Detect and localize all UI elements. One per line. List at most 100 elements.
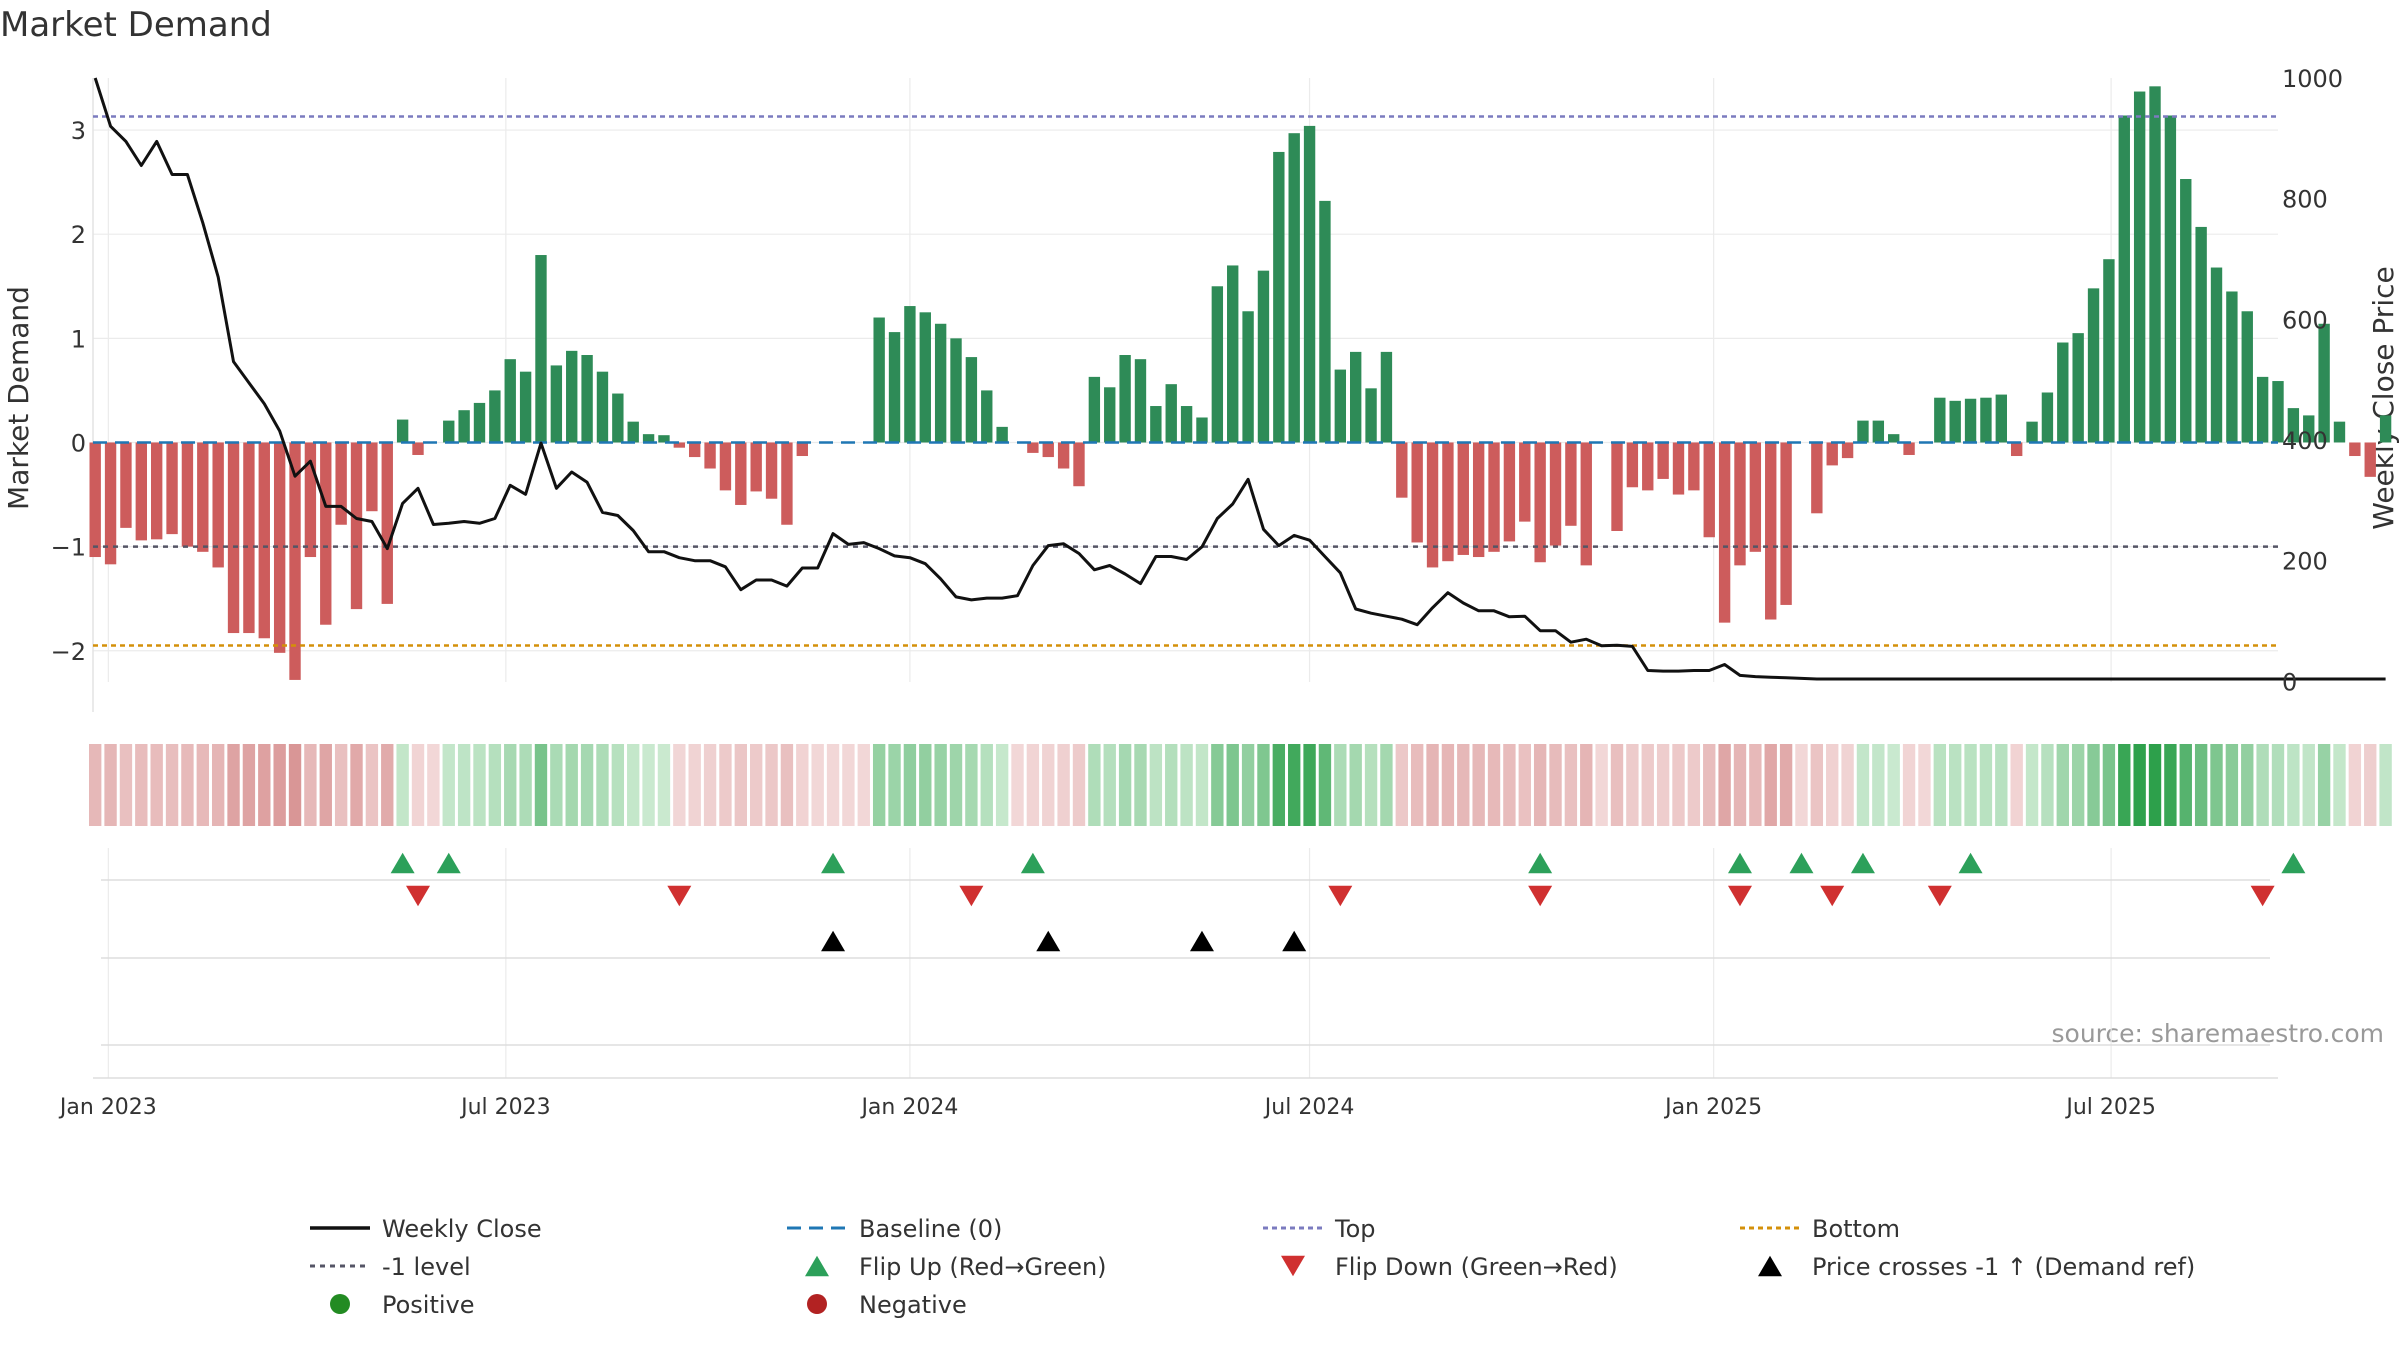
demand-bar-negative (1811, 442, 1823, 514)
demand-bar-positive (2118, 115, 2130, 443)
flip-up-marker (1727, 852, 1752, 874)
legend-label-weekly-close: Weekly Close (382, 1215, 542, 1243)
demand-bar-positive (873, 317, 885, 443)
heat-cell (1733, 744, 1747, 826)
heat-cell (350, 744, 363, 826)
demand-bar-negative (1027, 442, 1039, 453)
demand-bar-positive (1242, 311, 1254, 443)
heat-cell (1226, 744, 1239, 826)
flip-up-marker (1020, 852, 1045, 874)
legend-label-top: Top (1334, 1215, 1376, 1243)
demand-bar-positive (566, 350, 578, 443)
heat-cell (1288, 744, 1301, 826)
demand-bar-negative (796, 442, 808, 457)
heat-cell (1103, 744, 1116, 826)
heat-cell (611, 744, 625, 826)
demand-bar-positive (1180, 406, 1193, 443)
heat-cell (2333, 744, 2346, 826)
demand-bar-negative (735, 442, 747, 505)
heat-cell (1011, 744, 1024, 826)
chart-title: Market Demand (0, 5, 272, 45)
heat-cell (1457, 744, 1470, 826)
heat-cell (2271, 744, 2285, 826)
heat-cell (1995, 744, 2008, 826)
heat-cell (1380, 744, 1393, 826)
heat-cell (1503, 744, 1516, 826)
y-tick-label-right: 1000 (2282, 65, 2343, 93)
heat-cell (1841, 744, 1854, 826)
demand-bar-positive (1872, 420, 1885, 443)
demand-bar-positive (658, 435, 670, 443)
heat-cell (1180, 744, 1193, 826)
weekly-close-line (93, 77, 2386, 681)
demand-bar-negative (1426, 442, 1439, 568)
demand-bar-positive (1350, 351, 1362, 443)
demand-bar-negative (1411, 442, 1423, 543)
demand-bar-positive (996, 426, 1008, 443)
demand-bar-negative (2364, 442, 2376, 477)
y-tick-label-left: −1 (51, 534, 86, 562)
demand-bar-positive (443, 420, 455, 443)
demand-bar-negative (366, 442, 378, 512)
demand-bar-negative (704, 442, 716, 469)
flip-down-marker (1927, 885, 1952, 907)
demand-bar-negative (166, 442, 178, 535)
heat-cell (2256, 744, 2269, 826)
heat-cell (165, 744, 179, 826)
demand-bar-positive (458, 410, 470, 443)
heat-cell (550, 744, 563, 826)
legend-label-price-cross: Price crosses -1 ↑ (Demand ref) (1812, 1253, 2195, 1281)
demand-bar-positive (489, 390, 501, 443)
demand-bar-negative (1549, 442, 1562, 546)
demand-bar-positive (1196, 417, 1208, 443)
flip-up-marker (2281, 852, 2306, 874)
demand-bar-negative (1903, 442, 1915, 455)
price-cross-marker (821, 930, 846, 952)
flip-down-marker (1328, 885, 1353, 907)
demand-bar-positive (981, 390, 993, 443)
demand-bar-negative (1672, 442, 1685, 495)
heat-cell (442, 744, 455, 826)
demand-bar-positive (396, 419, 409, 443)
heat-cell (1241, 744, 1255, 826)
flip-up-marker (390, 852, 415, 874)
demand-bar-positive (1995, 394, 2007, 443)
heat-cell (2041, 744, 2054, 826)
heat-cell (1979, 744, 1993, 826)
axes: −2 −1 0 1 2 3 0 200 400 600 800 1000 Jan 2023 Jul 202… (51, 65, 2343, 1120)
heat-cell (1672, 744, 1685, 826)
heat-cell (1810, 744, 1824, 826)
demand-bar-positive (1888, 434, 1900, 443)
heat-cell (273, 744, 286, 826)
heat-cell (1088, 744, 1101, 826)
heat-cell (1533, 744, 1547, 826)
heat-cell (1626, 744, 1639, 826)
heat-cell (381, 744, 394, 826)
heat-cell (2348, 744, 2362, 826)
legend-swatch-negative (807, 1294, 827, 1314)
heat-cell (2025, 744, 2039, 826)
demand-bar-negative (350, 442, 363, 610)
demand-bar-positive (612, 393, 624, 443)
demand-bar-negative (1396, 442, 1408, 498)
heat-cell (365, 744, 379, 826)
demand-bar-negative (1749, 442, 1762, 552)
flip-up-marker (1958, 852, 1983, 874)
heat-cell (119, 744, 133, 826)
heat-cell (1887, 744, 1900, 826)
demand-bar-negative (765, 442, 778, 499)
heat-cell (1211, 744, 1224, 826)
heat-cell (1118, 744, 1132, 826)
heat-cell (1872, 744, 1885, 826)
demand-bar-negative (1642, 442, 1654, 491)
heat-cell (1687, 744, 1701, 826)
heat-cell (334, 744, 348, 826)
legend-label-negative: Negative (859, 1291, 967, 1319)
heat-cell (534, 744, 548, 826)
heat-cell (2118, 744, 2131, 826)
y-tick-label-left: 1 (71, 325, 86, 353)
legend-label-flip-down: Flip Down (Green→Red) (1335, 1253, 1618, 1281)
demand-bar-positive (950, 338, 962, 443)
demand-bar-positive (2318, 323, 2330, 443)
flip-up-marker (436, 852, 461, 874)
